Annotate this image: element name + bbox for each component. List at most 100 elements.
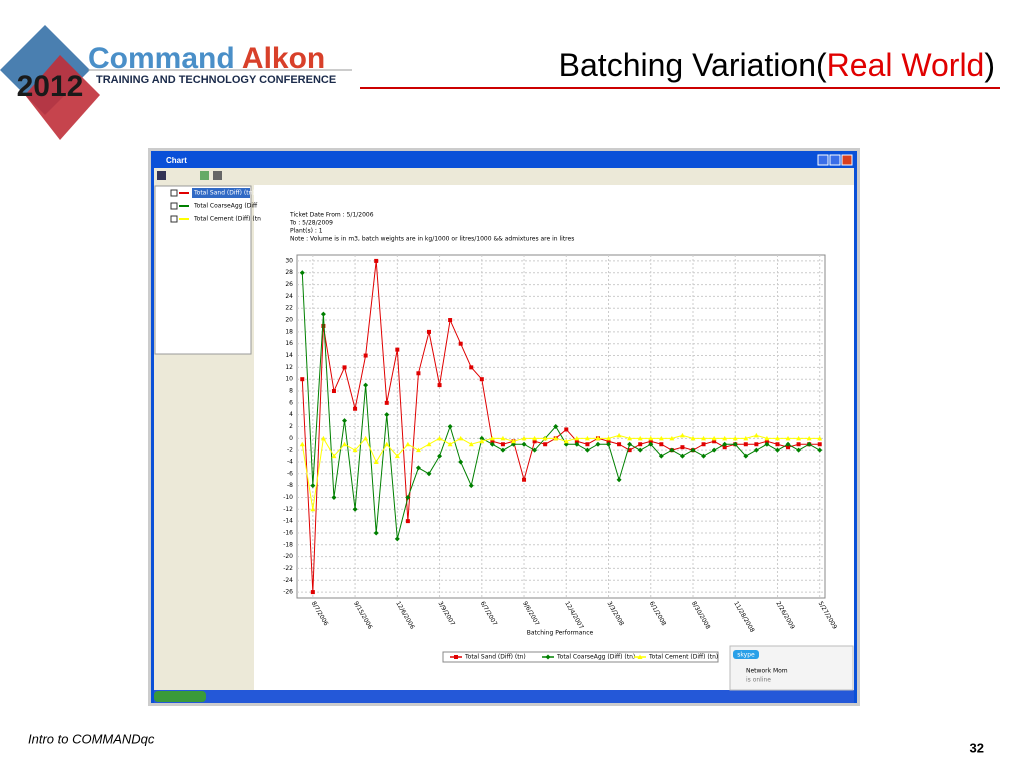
data-point [584, 435, 590, 441]
data-point [637, 654, 643, 659]
data-point [627, 448, 632, 453]
data-point [342, 441, 348, 447]
y-tick-label: 2 [289, 423, 293, 430]
data-point [817, 447, 823, 453]
data-point [384, 400, 389, 405]
popup-name: Network Mom [746, 668, 788, 675]
data-point [384, 412, 390, 418]
data-point [394, 453, 400, 459]
data-point [426, 471, 432, 477]
start-button[interactable] [154, 691, 206, 702]
legend [442, 651, 719, 663]
close-button[interactable] [841, 154, 853, 166]
print-button[interactable] [213, 171, 222, 180]
data-point [658, 435, 664, 441]
y-tick-label: -8 [287, 482, 293, 489]
y-tick-label: 26 [285, 281, 293, 288]
data-point [320, 435, 326, 441]
checkbox [170, 202, 178, 210]
checkbox [170, 189, 178, 197]
data-point [468, 441, 474, 447]
data-point [331, 389, 336, 394]
note: To : 5/28/2009 [289, 220, 333, 227]
data-point [300, 377, 305, 382]
data-point [806, 441, 812, 447]
panel-item: Total CoarseAgg (Diff [193, 203, 258, 210]
data-point [701, 453, 707, 459]
minimize-button[interactable] [817, 154, 829, 166]
data-point [658, 453, 664, 459]
y-tick-label: -16 [283, 529, 293, 536]
data-point [722, 441, 728, 447]
selection [192, 188, 250, 198]
y-tick-label: 20 [285, 317, 293, 324]
data-point [786, 445, 791, 450]
save-button[interactable] [157, 171, 166, 180]
data-point [352, 447, 358, 453]
y-tick-label: -26 [283, 589, 293, 596]
y-tick-label: -12 [283, 506, 293, 513]
data-point [701, 442, 706, 447]
data-point [310, 590, 315, 595]
data-point [711, 435, 717, 441]
y-tick-label: 10 [285, 376, 293, 383]
note: Ticket Date From : 5/1/2006 [289, 212, 374, 219]
data-point [574, 439, 579, 444]
data-point [764, 439, 769, 444]
data-point [331, 494, 337, 500]
data-point [637, 447, 643, 453]
data-point [310, 483, 316, 489]
data-point [775, 442, 780, 447]
logo-year: 2012 [17, 70, 84, 103]
maximize-button[interactable] [829, 154, 841, 166]
data-point [638, 442, 643, 447]
y-tick-label: 14 [285, 352, 293, 359]
data-point [448, 318, 453, 323]
data-point [732, 441, 738, 447]
data-point [574, 435, 580, 441]
data-point [669, 447, 675, 453]
data-point [606, 441, 612, 447]
footer: Intro to COMMANDqc [28, 731, 155, 746]
data-point [363, 382, 369, 388]
data-point [785, 441, 791, 447]
toolbar-button[interactable] [200, 171, 209, 180]
taskbar [154, 690, 854, 703]
data-point [342, 365, 347, 370]
data-point [764, 441, 770, 447]
data-point [426, 441, 432, 447]
data-point [437, 383, 442, 388]
data-point [796, 447, 802, 453]
data-point [415, 465, 421, 471]
data-point [753, 447, 759, 453]
data-point [637, 435, 643, 441]
data-point [532, 447, 538, 453]
data-point [374, 258, 379, 263]
data-point [489, 441, 495, 447]
data-point [447, 441, 453, 447]
logo-brand-2: Alkon [242, 42, 325, 75]
data-point [669, 435, 675, 441]
data-point [648, 435, 654, 441]
popup-brand: skype [737, 652, 755, 659]
data-point [595, 441, 601, 447]
data-point [796, 442, 801, 447]
popup-badge [733, 650, 759, 659]
window-title: Chart [166, 156, 187, 165]
y-tick-label: 18 [285, 328, 293, 335]
data-point [616, 432, 622, 438]
data-point [405, 519, 410, 524]
panel-item: Total Cement (Diff) (tn [193, 216, 261, 223]
data-point [648, 441, 654, 447]
data-point [521, 441, 527, 447]
slide-title: Batching Variation(Real World) [559, 47, 995, 83]
y-tick-label: 4 [289, 411, 293, 418]
data-point [743, 435, 749, 441]
data-point [817, 442, 822, 447]
data-point [648, 439, 653, 444]
data-point [405, 494, 411, 500]
data-point [616, 477, 622, 483]
panel-item: Total Sand (Diff) (tn) [193, 190, 255, 197]
data-point [753, 432, 759, 438]
data-point [490, 439, 495, 444]
